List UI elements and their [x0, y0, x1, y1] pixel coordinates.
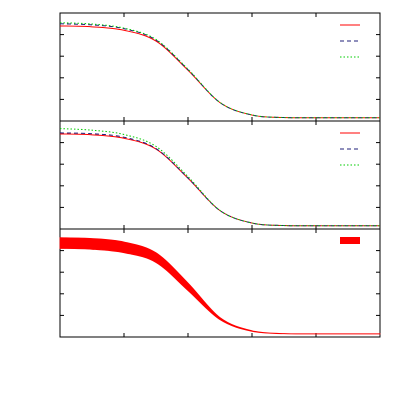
panel-3-frame — [59, 228, 381, 338]
band-series-1 — [59, 237, 381, 335]
legend-key-1 — [340, 237, 360, 244]
line-series-2 — [59, 132, 380, 227]
line-series-3 — [59, 128, 380, 227]
panel-3 — [59, 228, 381, 338]
panels — [59, 12, 381, 338]
line-series-2 — [59, 23, 380, 119]
